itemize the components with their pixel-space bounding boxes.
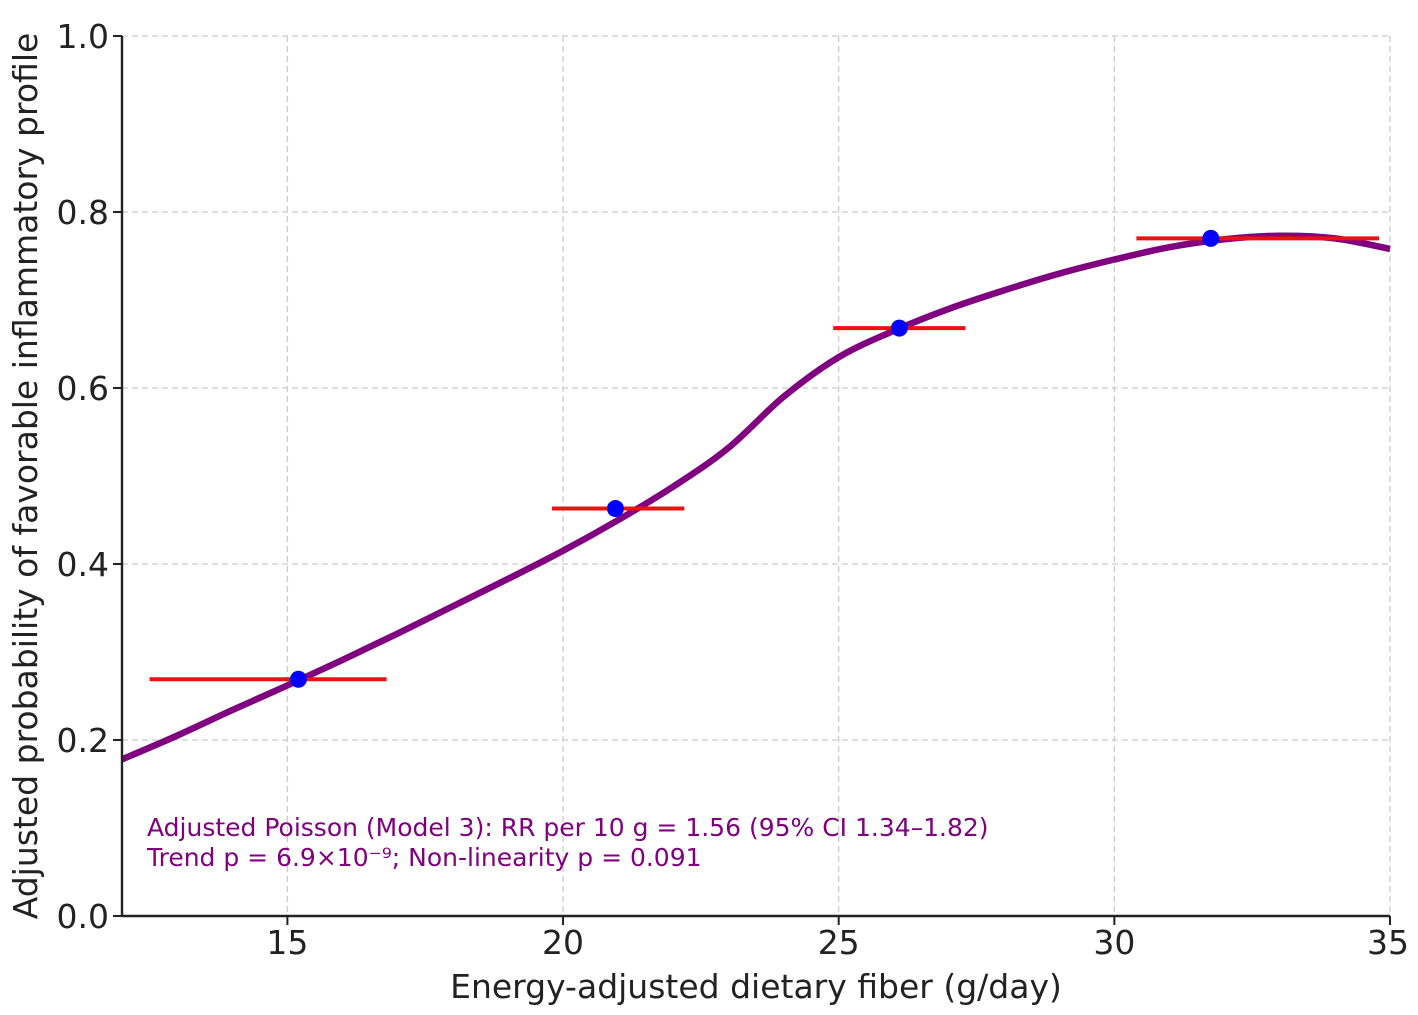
ticks: 15 20 25 30 35 0.0 0.2 0.4 0.6 0.8 1.0 (57, 17, 1409, 962)
x-axis-label: Energy-adjusted dietary fiber (g/day) (450, 967, 1062, 1006)
fit-curve (120, 232, 1391, 763)
y-tick-label-4: 0.8 (57, 193, 109, 232)
x-tick-label-4: 35 (1367, 923, 1409, 962)
y-tick-label-2: 0.4 (57, 545, 109, 584)
y-tick-label-0: 0.0 (57, 897, 109, 936)
data-point-1 (606, 500, 624, 518)
axes (120, 36, 1390, 918)
point-layer (289, 229, 1220, 688)
data-point-0 (289, 670, 307, 688)
y-tick-label-1: 0.2 (57, 721, 109, 760)
data-point-3 (1202, 229, 1220, 247)
x-tick-label-1: 20 (542, 923, 584, 962)
y-axis-label: Adjusted probability of favorable inflam… (6, 33, 45, 920)
y-tick-label-3: 0.6 (57, 369, 109, 408)
grid (122, 35, 1391, 917)
x-tick-label-2: 25 (818, 923, 860, 962)
data-point-2 (890, 319, 908, 337)
annotation-line-2: Trend p = 6.9×10⁻⁹; Non-linearity p = 0.… (146, 843, 702, 872)
y-tick-label-5: 1.0 (57, 17, 109, 56)
annotation-line-1: Adjusted Poisson (Model 3): RR per 10 g … (147, 813, 989, 842)
interval-layer (149, 236, 1379, 682)
fit-curve-layer (120, 232, 1391, 763)
x-tick-label-3: 30 (1093, 923, 1135, 962)
x-tick-label-0: 15 (266, 923, 308, 962)
